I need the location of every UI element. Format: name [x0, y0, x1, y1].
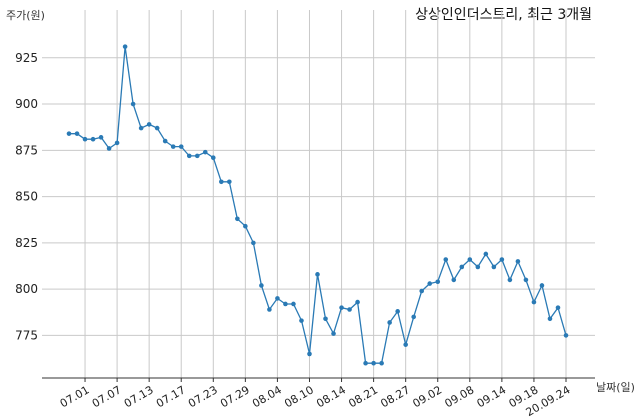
- data-point: [130, 101, 136, 107]
- data-point: [202, 149, 208, 155]
- x-tick-label: 08.04: [250, 383, 284, 410]
- y-tick-label: 775: [15, 328, 38, 342]
- data-point: [483, 251, 489, 257]
- data-point: [138, 125, 144, 131]
- x-tick-label: 07.23: [186, 383, 220, 410]
- x-tick-label: 08.21: [346, 383, 380, 410]
- y-tick-label: 800: [15, 282, 38, 296]
- data-point: [547, 316, 553, 322]
- data-point: [106, 146, 112, 151]
- y-tick-labels: 775 800 825 850 875 900 925: [15, 51, 38, 343]
- x-tick-label: 07.07: [90, 383, 124, 410]
- data-point: [371, 360, 376, 366]
- y-tick-label: 925: [15, 51, 38, 65]
- data-point: [387, 320, 392, 325]
- data-point: [339, 305, 344, 310]
- data-point: [411, 314, 416, 320]
- data-point: [419, 288, 425, 294]
- data-point: [515, 259, 521, 264]
- x-tick-label: 08.27: [378, 383, 412, 410]
- x-tick-label: 07.29: [218, 383, 252, 410]
- data-point: [259, 283, 264, 288]
- data-point: [363, 360, 368, 366]
- data-point: [347, 307, 352, 312]
- y-tick-label: 875: [15, 143, 38, 157]
- x-tick-label: 07.17: [154, 383, 188, 410]
- x-tick-labels: 07.0107.0707.1307.1707.2307.2908.0408.10…: [58, 383, 573, 419]
- data-point: [435, 279, 441, 285]
- data-point: [307, 351, 312, 357]
- data-points: [66, 44, 569, 366]
- y-tick-label: 900: [15, 97, 38, 111]
- axis-layer: [42, 377, 595, 382]
- y-tick-label: 850: [15, 190, 38, 204]
- data-point: [523, 277, 529, 283]
- x-tick-label: 09.08: [443, 383, 477, 410]
- data-point: [251, 240, 256, 246]
- data-point: [219, 179, 224, 185]
- data-point: [315, 272, 320, 277]
- data-point: [451, 277, 457, 283]
- data-point: [194, 153, 200, 159]
- data-point: [507, 277, 513, 283]
- data-point: [186, 153, 192, 159]
- x-tick-label: 09.14: [475, 383, 509, 410]
- data-point: [475, 264, 481, 270]
- data-point: [555, 305, 561, 310]
- grid-layer: [42, 10, 595, 378]
- y-axis-label: 주가(원): [6, 9, 45, 22]
- data-point: [74, 131, 80, 136]
- x-tick-label: 09.02: [410, 383, 444, 410]
- data-point: [427, 281, 433, 286]
- data-point: [154, 125, 160, 131]
- x-tick-label: 08.10: [282, 383, 316, 410]
- x-axis-label: 날짜(일): [596, 380, 635, 394]
- data-point: [98, 135, 104, 140]
- data-point: [467, 257, 473, 262]
- data-point: [563, 333, 569, 338]
- data-point: [275, 296, 280, 301]
- x-tick-label: 07.01: [58, 383, 92, 410]
- data-point: [162, 138, 168, 144]
- data-point: [395, 309, 400, 314]
- data-point: [379, 360, 384, 366]
- chart-title: 상상인인더스트리, 최근 3개월: [415, 7, 592, 23]
- data-point: [82, 136, 88, 142]
- data-point: [243, 223, 248, 229]
- y-tick-label: 825: [15, 236, 38, 250]
- data-point: [90, 136, 96, 142]
- data-point: [114, 140, 120, 146]
- data-point: [331, 331, 336, 336]
- data-point: [499, 257, 505, 262]
- data-point: [323, 316, 328, 322]
- data-point: [539, 283, 545, 288]
- data-point: [403, 342, 408, 347]
- data-point: [227, 179, 232, 185]
- x-tick-label: 08.14: [314, 383, 348, 410]
- data-point: [283, 301, 288, 307]
- data-point: [66, 131, 72, 136]
- data-point: [531, 299, 537, 305]
- data-point: [459, 264, 465, 270]
- data-point: [267, 307, 272, 312]
- data-point: [443, 257, 449, 262]
- data-point: [235, 216, 240, 222]
- data-point: [178, 144, 184, 149]
- data-point: [355, 299, 360, 305]
- data-point: [170, 144, 176, 149]
- price-series-line: [69, 46, 567, 364]
- data-point: [299, 318, 304, 323]
- x-tick-label: 07.13: [122, 383, 156, 410]
- data-point: [491, 264, 497, 270]
- data-point: [146, 122, 152, 127]
- data-point: [291, 301, 296, 307]
- data-point: [210, 155, 216, 161]
- data-point: [122, 44, 128, 49]
